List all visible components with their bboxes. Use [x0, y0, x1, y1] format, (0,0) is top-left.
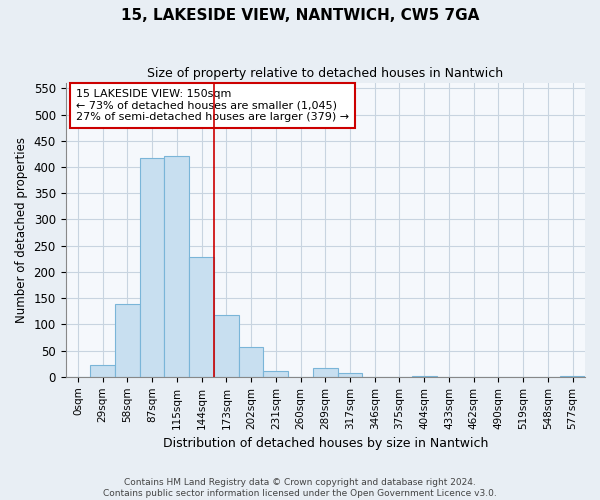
Title: Size of property relative to detached houses in Nantwich: Size of property relative to detached ho… — [147, 68, 503, 80]
Bar — [313, 368, 338, 377]
Bar — [412, 376, 437, 377]
Text: 15 LAKESIDE VIEW: 150sqm
← 73% of detached houses are smaller (1,045)
27% of sem: 15 LAKESIDE VIEW: 150sqm ← 73% of detach… — [76, 89, 349, 122]
Bar — [560, 376, 585, 377]
Bar — [338, 373, 362, 377]
Bar — [164, 156, 189, 377]
Bar — [239, 347, 263, 377]
X-axis label: Distribution of detached houses by size in Nantwich: Distribution of detached houses by size … — [163, 437, 488, 450]
Text: 15, LAKESIDE VIEW, NANTWICH, CW5 7GA: 15, LAKESIDE VIEW, NANTWICH, CW5 7GA — [121, 8, 479, 22]
Y-axis label: Number of detached properties: Number of detached properties — [15, 137, 28, 323]
Bar — [90, 366, 115, 377]
Bar — [115, 304, 140, 377]
Bar — [140, 158, 164, 377]
Bar — [189, 257, 214, 377]
Bar — [263, 370, 288, 377]
Bar — [214, 315, 239, 377]
Text: Contains HM Land Registry data © Crown copyright and database right 2024.
Contai: Contains HM Land Registry data © Crown c… — [103, 478, 497, 498]
